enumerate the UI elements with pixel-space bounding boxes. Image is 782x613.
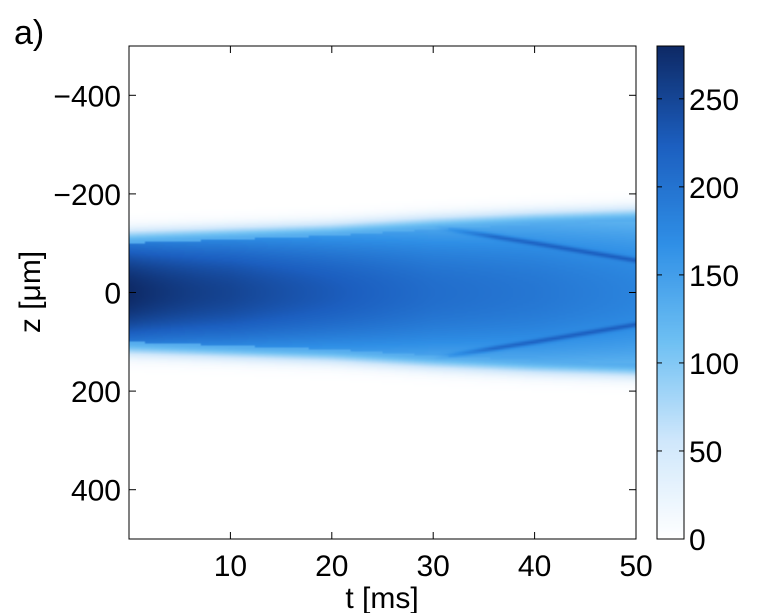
- x-tick-label: 30: [417, 550, 450, 583]
- heatmap-plot-area: [128, 45, 637, 540]
- colorbar-tick-label: 250: [689, 84, 739, 117]
- y-axis-label: z [μm]: [14, 251, 47, 333]
- colorbar-tick-label: 100: [689, 348, 739, 381]
- y-tick-label: 0: [104, 278, 121, 311]
- y-tick-label: 400: [71, 475, 121, 508]
- x-axis-label: t [ms]: [345, 582, 418, 613]
- y-axis: −400 −200 0 200 400: [53, 80, 636, 508]
- colorbar-gradient: [657, 46, 684, 539]
- y-tick-label: −200: [53, 179, 121, 212]
- x-axis: 10 20 30 40 50: [214, 46, 653, 583]
- colorbar-tick-label: 150: [689, 260, 739, 293]
- x-tick-label: 50: [619, 550, 652, 583]
- colorbar-ticks: 0 50 100 150 200 250: [657, 84, 739, 557]
- panel-label: a): [14, 14, 44, 52]
- x-tick-label: 10: [214, 550, 247, 583]
- x-tick-label: 20: [315, 550, 348, 583]
- colorbar-tick-label: 200: [689, 172, 739, 205]
- colorbar-tick-label: 0: [689, 524, 706, 557]
- heatmap-image: [129, 46, 636, 539]
- colorbar-frame: [656, 45, 685, 540]
- x-tick-label: 40: [518, 550, 551, 583]
- colorbar: 0 50 100 150 200 250: [656, 45, 739, 557]
- y-tick-label: −400: [53, 80, 121, 113]
- colorbar-tick-label: 50: [689, 436, 722, 469]
- y-tick-label: 200: [71, 376, 121, 409]
